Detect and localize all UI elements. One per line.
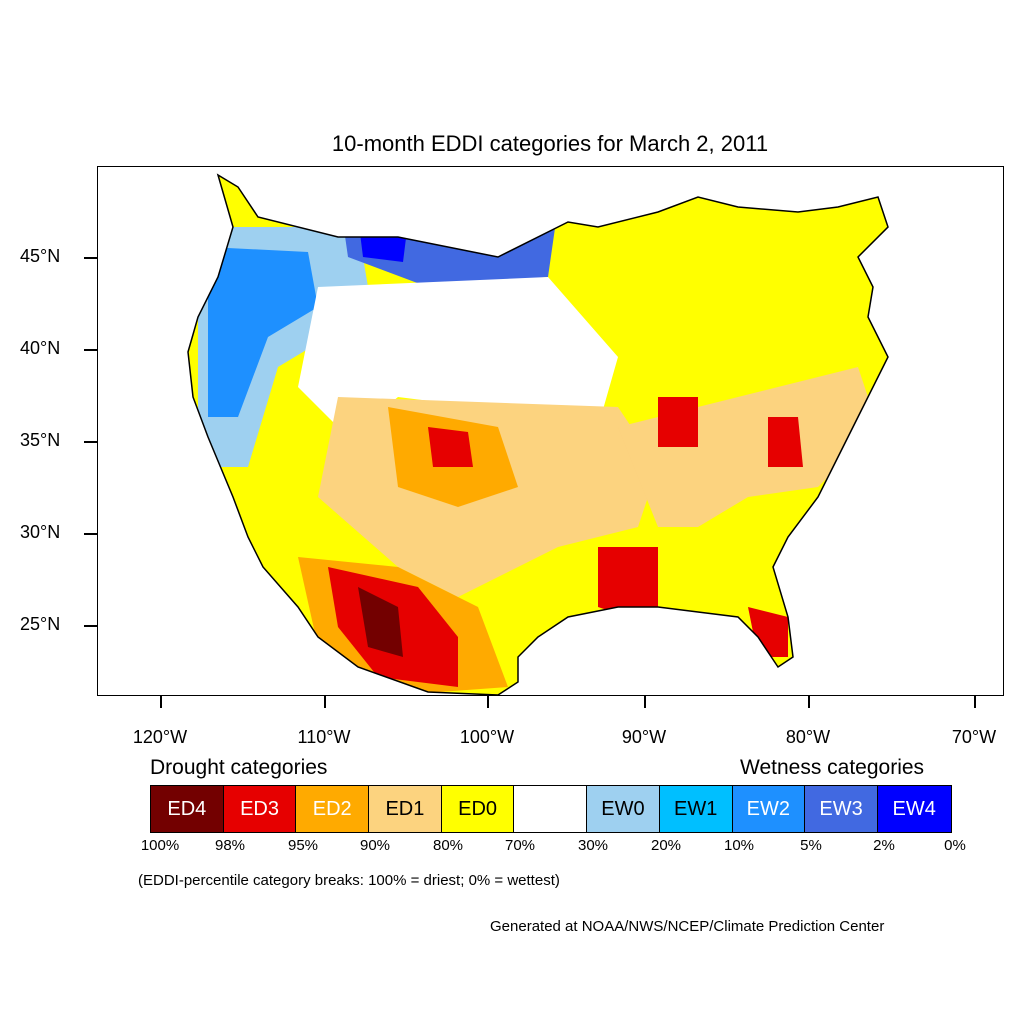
lon-tick	[487, 696, 489, 708]
break-label: 98%	[214, 837, 246, 854]
lon-tick	[644, 696, 646, 708]
lon-tick	[808, 696, 810, 708]
break-label: 70%	[504, 837, 536, 854]
lat-tick	[84, 625, 97, 627]
lat-label-35: 35°N	[20, 430, 61, 450]
lon-label-120: 120°W	[132, 727, 188, 747]
lon-label-70: 70°W	[951, 727, 997, 747]
legend-box-ed4: ED4	[151, 786, 224, 832]
lon-label-110: 110°W	[297, 727, 351, 747]
lat-label-40: 40°N	[20, 338, 61, 358]
lat-tick	[84, 441, 97, 443]
legend-box-ed1: ED1	[369, 786, 442, 832]
legend-box-ew0: EW0	[587, 786, 660, 832]
legend-box-ed2: ED2	[296, 786, 370, 832]
break-label: 2%	[873, 837, 895, 854]
map-canvas	[187, 173, 889, 695]
break-label: 100%	[140, 837, 180, 854]
break-label: 95%	[287, 837, 319, 854]
category-note: (EDDI-percentile category breaks: 100% =…	[138, 872, 560, 889]
lat-tick	[84, 257, 97, 259]
break-label: 0%	[944, 837, 966, 854]
credit-text: Generated at NOAA/NWS/NCEP/Climate Predi…	[490, 918, 885, 935]
drought-heading: Drought categories	[150, 756, 328, 779]
break-label: 5%	[800, 837, 822, 854]
break-label: 90%	[359, 837, 391, 854]
legend-box-ew1: EW1	[659, 786, 733, 832]
legend-colorbar: ED4 ED3 ED2 ED1 ED0 EW0 EW1 EW2 EW3 EW4	[150, 785, 952, 833]
lon-tick	[324, 696, 326, 708]
lat-label-25: 25°N	[20, 614, 61, 634]
wetness-heading: Wetness categories	[740, 756, 925, 779]
break-label: 30%	[577, 837, 609, 854]
break-label: 20%	[650, 837, 682, 854]
lon-label-80: 80°W	[785, 727, 831, 747]
lon-tick	[974, 696, 976, 708]
lat-tick	[84, 533, 97, 535]
legend-box-ew2: EW2	[732, 786, 806, 832]
legend-box-ed3: ED3	[223, 786, 297, 832]
lon-tick	[160, 696, 162, 708]
lon-label-100: 100°W	[459, 727, 515, 747]
map-area	[97, 166, 1004, 696]
lat-label-30: 30°N	[20, 522, 61, 542]
legend-box-ed0: ED0	[441, 786, 515, 832]
lat-tick	[84, 349, 97, 351]
map-title: 10-month EDDI categories for March 2, 20…	[331, 131, 769, 156]
legend-box-ew4: EW4	[877, 786, 951, 832]
legend-box-ew3: EW3	[805, 786, 878, 832]
lon-label-90: 90°W	[621, 727, 667, 747]
legend-box-neutral	[514, 786, 588, 832]
lat-label-45: 45°N	[20, 246, 61, 266]
break-label: 80%	[432, 837, 464, 854]
break-label: 10%	[723, 837, 755, 854]
